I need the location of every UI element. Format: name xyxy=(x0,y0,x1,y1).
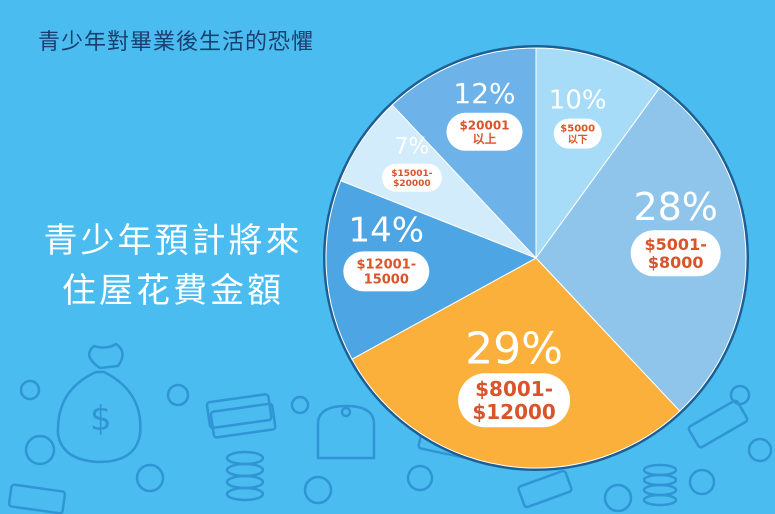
slice-label-pill xyxy=(630,230,721,277)
chart-title-line: 住屋花費金額 xyxy=(62,271,284,311)
pie-slice xyxy=(325,180,538,360)
slice-label-pill xyxy=(553,118,602,149)
slice-range-label: $15001- xyxy=(391,169,433,179)
slice-range-label: 以上 xyxy=(472,131,496,146)
svg-text:$: $ xyxy=(90,399,112,439)
banknote-stack-icon xyxy=(205,393,277,439)
pie-slice xyxy=(351,257,681,469)
wallet-icon xyxy=(316,404,376,460)
slice-range-label: $20000 xyxy=(393,179,431,189)
slice-range-label: 以下 xyxy=(568,134,588,146)
coin-stack-icon xyxy=(642,463,678,507)
slice-percent-label: 29% xyxy=(465,323,563,374)
slice-label-pill xyxy=(381,163,442,192)
slice-label-pill xyxy=(458,373,571,428)
slice-range-label: $8000 xyxy=(648,253,704,272)
slice-label-group: 28% $5001-$8000 xyxy=(630,185,721,277)
chart-title-line: 青少年預計將來 xyxy=(43,221,303,261)
pie-slice xyxy=(535,47,661,260)
page-title: 青少年對畢業後生活的恐懼 xyxy=(38,30,315,55)
slice-label-pill xyxy=(343,251,430,292)
coin-stack-icon xyxy=(225,450,265,502)
slice-percent-label: 10% xyxy=(549,86,607,116)
slice-percent-label: 28% xyxy=(633,185,717,229)
money-doodles-decoration: $ xyxy=(7,342,773,514)
money-bag-icon: $ xyxy=(56,342,142,464)
slice-label-group: 14% $12001-15000 xyxy=(343,210,430,292)
slice-range-label: $20001 xyxy=(459,118,509,132)
coin-icon xyxy=(24,434,773,513)
slice-range-label: $12001- xyxy=(356,258,416,273)
slice-percent-label: 12% xyxy=(453,77,515,110)
chart-title: 青少年預計將來 住屋花費金額 xyxy=(28,216,318,316)
slice-percent-label: 7% xyxy=(394,135,429,160)
slice-label-group: 7% $15001-$20000 xyxy=(381,135,442,192)
slice-range-label: $5001- xyxy=(645,235,707,254)
slice-range-label: 15000 xyxy=(364,273,409,288)
slice-range-label: $8001- xyxy=(475,377,553,401)
slice-label-pill xyxy=(446,112,523,151)
slice-percent-label: 14% xyxy=(349,210,425,250)
pie-slice xyxy=(391,47,537,260)
slice-range-label: $12000 xyxy=(472,400,556,424)
coin-icon xyxy=(19,379,751,415)
slice-range-label: $5000 xyxy=(560,124,595,135)
slice-label-group: 29% $8001-$12000 xyxy=(458,323,571,428)
